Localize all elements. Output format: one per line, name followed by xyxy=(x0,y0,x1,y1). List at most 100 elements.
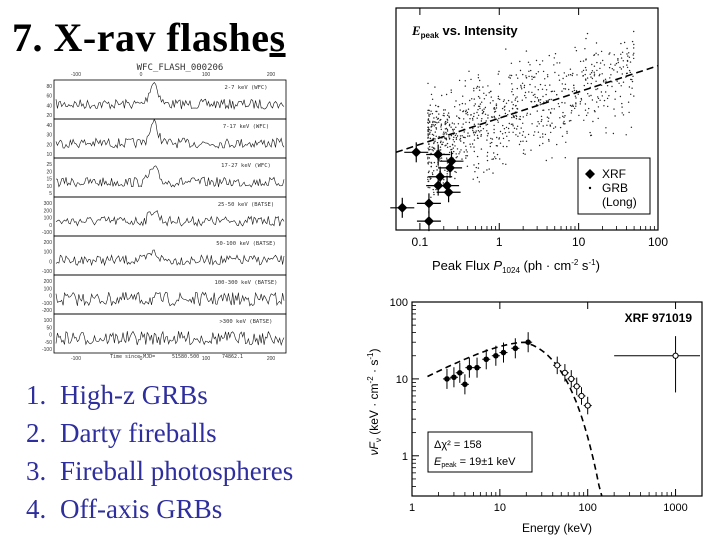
grb-point xyxy=(486,123,489,126)
grb-point xyxy=(548,98,550,101)
grb-point xyxy=(578,114,580,117)
grb-point xyxy=(513,127,516,129)
grb-point xyxy=(481,118,483,120)
grb-point xyxy=(561,135,564,137)
grb-point xyxy=(470,146,472,148)
grb-point xyxy=(465,109,467,112)
grb-point xyxy=(588,95,590,97)
grb-point xyxy=(446,142,449,145)
grb-point xyxy=(453,136,455,138)
grb-point xyxy=(584,109,587,111)
open-point xyxy=(584,402,591,409)
grb-point xyxy=(605,127,607,129)
grb-point xyxy=(574,107,576,110)
panel-ytick: 60 xyxy=(46,94,52,100)
grb-point xyxy=(478,181,480,183)
grb-point xyxy=(495,103,498,105)
lightcurve-trace xyxy=(55,165,285,188)
grb-point xyxy=(544,78,546,80)
grb-point xyxy=(630,126,633,128)
panel-ytick: 0 xyxy=(49,294,52,300)
grb-point xyxy=(509,77,511,79)
top-tick-label: 100 xyxy=(202,72,211,78)
open-point xyxy=(672,352,679,359)
grb-point xyxy=(570,112,572,114)
grb-point xyxy=(475,166,477,169)
grb-point xyxy=(428,149,430,151)
grb-point xyxy=(551,108,553,110)
grb-point xyxy=(460,140,462,142)
grb-point xyxy=(519,118,521,121)
grb-point xyxy=(608,53,610,55)
grb-point xyxy=(511,88,514,90)
grb-point xyxy=(526,114,528,116)
grb-point xyxy=(445,131,447,134)
title-text: X-rav flashe xyxy=(53,15,270,60)
grb-point xyxy=(582,69,585,72)
grb-point xyxy=(479,125,481,128)
grb-point xyxy=(446,130,449,132)
grb-point xyxy=(626,47,628,50)
grb-point xyxy=(443,109,445,111)
grb-point xyxy=(463,118,465,120)
grb-point xyxy=(473,87,475,90)
panel-ytick: -100 xyxy=(42,301,52,307)
grb-point xyxy=(490,137,492,140)
grb-point xyxy=(545,93,547,96)
grb-point xyxy=(589,73,591,76)
grb-point xyxy=(611,85,613,88)
grb-point xyxy=(478,105,481,108)
grb-point xyxy=(461,102,464,105)
grb-point xyxy=(505,48,507,50)
grb-point xyxy=(477,95,480,98)
grb-point xyxy=(544,84,546,87)
grb-point xyxy=(613,54,615,56)
grb-point xyxy=(471,117,474,120)
grb-point xyxy=(585,37,587,40)
grb-point xyxy=(616,80,618,82)
grb-point xyxy=(585,69,587,71)
grb-point xyxy=(540,103,543,105)
grb-point xyxy=(483,171,485,173)
grb-point xyxy=(439,146,442,148)
grb-point xyxy=(436,122,438,124)
grb-point xyxy=(438,113,440,115)
grb-point xyxy=(617,61,619,64)
lightcurve-trace xyxy=(55,291,285,307)
grb-point xyxy=(516,107,518,110)
grb-point xyxy=(591,70,594,72)
grb-point xyxy=(476,155,479,158)
grb-point xyxy=(440,128,442,131)
grb-point xyxy=(556,62,558,64)
grb-point xyxy=(433,117,435,119)
panel-ytick: 0 xyxy=(49,259,52,265)
y-axis-label: νFν (keV · cm-2 · s-1) xyxy=(366,349,383,456)
grb-point xyxy=(448,137,451,139)
grb-point xyxy=(536,110,538,112)
x-tick-label: 10 xyxy=(494,502,506,514)
grb-point xyxy=(584,103,587,105)
grb-point xyxy=(493,115,495,118)
grb-point xyxy=(542,125,544,127)
grb-point xyxy=(450,134,453,137)
grb-point xyxy=(444,123,446,126)
grb-point xyxy=(597,54,599,56)
grb-point xyxy=(501,107,504,110)
grb-point xyxy=(432,124,434,126)
title-rest: vs. Intensity xyxy=(439,23,519,38)
x-ticks: 0.1 1 10 100 xyxy=(412,8,668,249)
grb-point xyxy=(620,68,623,70)
grb-point xyxy=(427,186,429,189)
grb-point xyxy=(481,101,483,103)
chart-title: XRF 971019 xyxy=(625,311,693,325)
grb-point xyxy=(561,90,563,92)
grb-point xyxy=(539,136,541,138)
grb-point xyxy=(433,191,435,194)
legend-grb: GRB xyxy=(602,181,628,195)
grb-point xyxy=(621,51,624,53)
lightcurve-trace xyxy=(55,330,285,347)
grb-point xyxy=(479,97,481,99)
grb-point xyxy=(558,79,561,81)
grb-point xyxy=(442,141,444,143)
grb-point xyxy=(427,119,429,122)
